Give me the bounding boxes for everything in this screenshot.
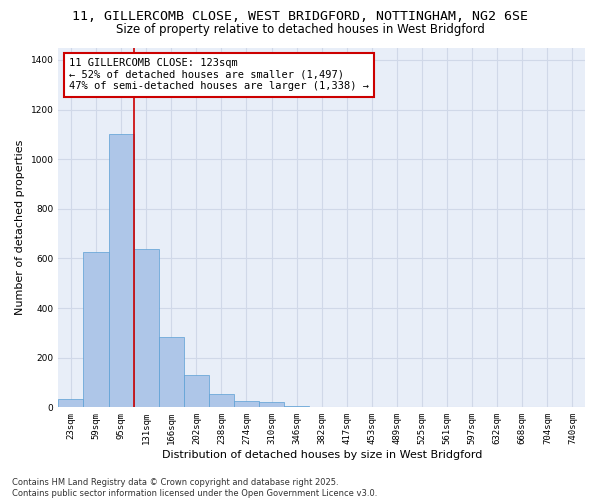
Bar — [184, 375, 209, 408]
Bar — [259, 402, 284, 407]
Bar — [209, 394, 234, 407]
Bar — [83, 252, 109, 408]
Bar — [109, 134, 134, 407]
Bar — [134, 248, 159, 408]
X-axis label: Distribution of detached houses by size in West Bridgford: Distribution of detached houses by size … — [161, 450, 482, 460]
Bar — [234, 401, 259, 407]
Text: Contains HM Land Registry data © Crown copyright and database right 2025.
Contai: Contains HM Land Registry data © Crown c… — [12, 478, 377, 498]
Text: Size of property relative to detached houses in West Bridgford: Size of property relative to detached ho… — [116, 22, 484, 36]
Y-axis label: Number of detached properties: Number of detached properties — [15, 140, 25, 315]
Bar — [284, 406, 309, 407]
Text: 11, GILLERCOMB CLOSE, WEST BRIDGFORD, NOTTINGHAM, NG2 6SE: 11, GILLERCOMB CLOSE, WEST BRIDGFORD, NO… — [72, 10, 528, 23]
Text: 11 GILLERCOMB CLOSE: 123sqm
← 52% of detached houses are smaller (1,497)
47% of : 11 GILLERCOMB CLOSE: 123sqm ← 52% of det… — [69, 58, 369, 92]
Bar — [58, 398, 83, 407]
Bar — [159, 336, 184, 407]
